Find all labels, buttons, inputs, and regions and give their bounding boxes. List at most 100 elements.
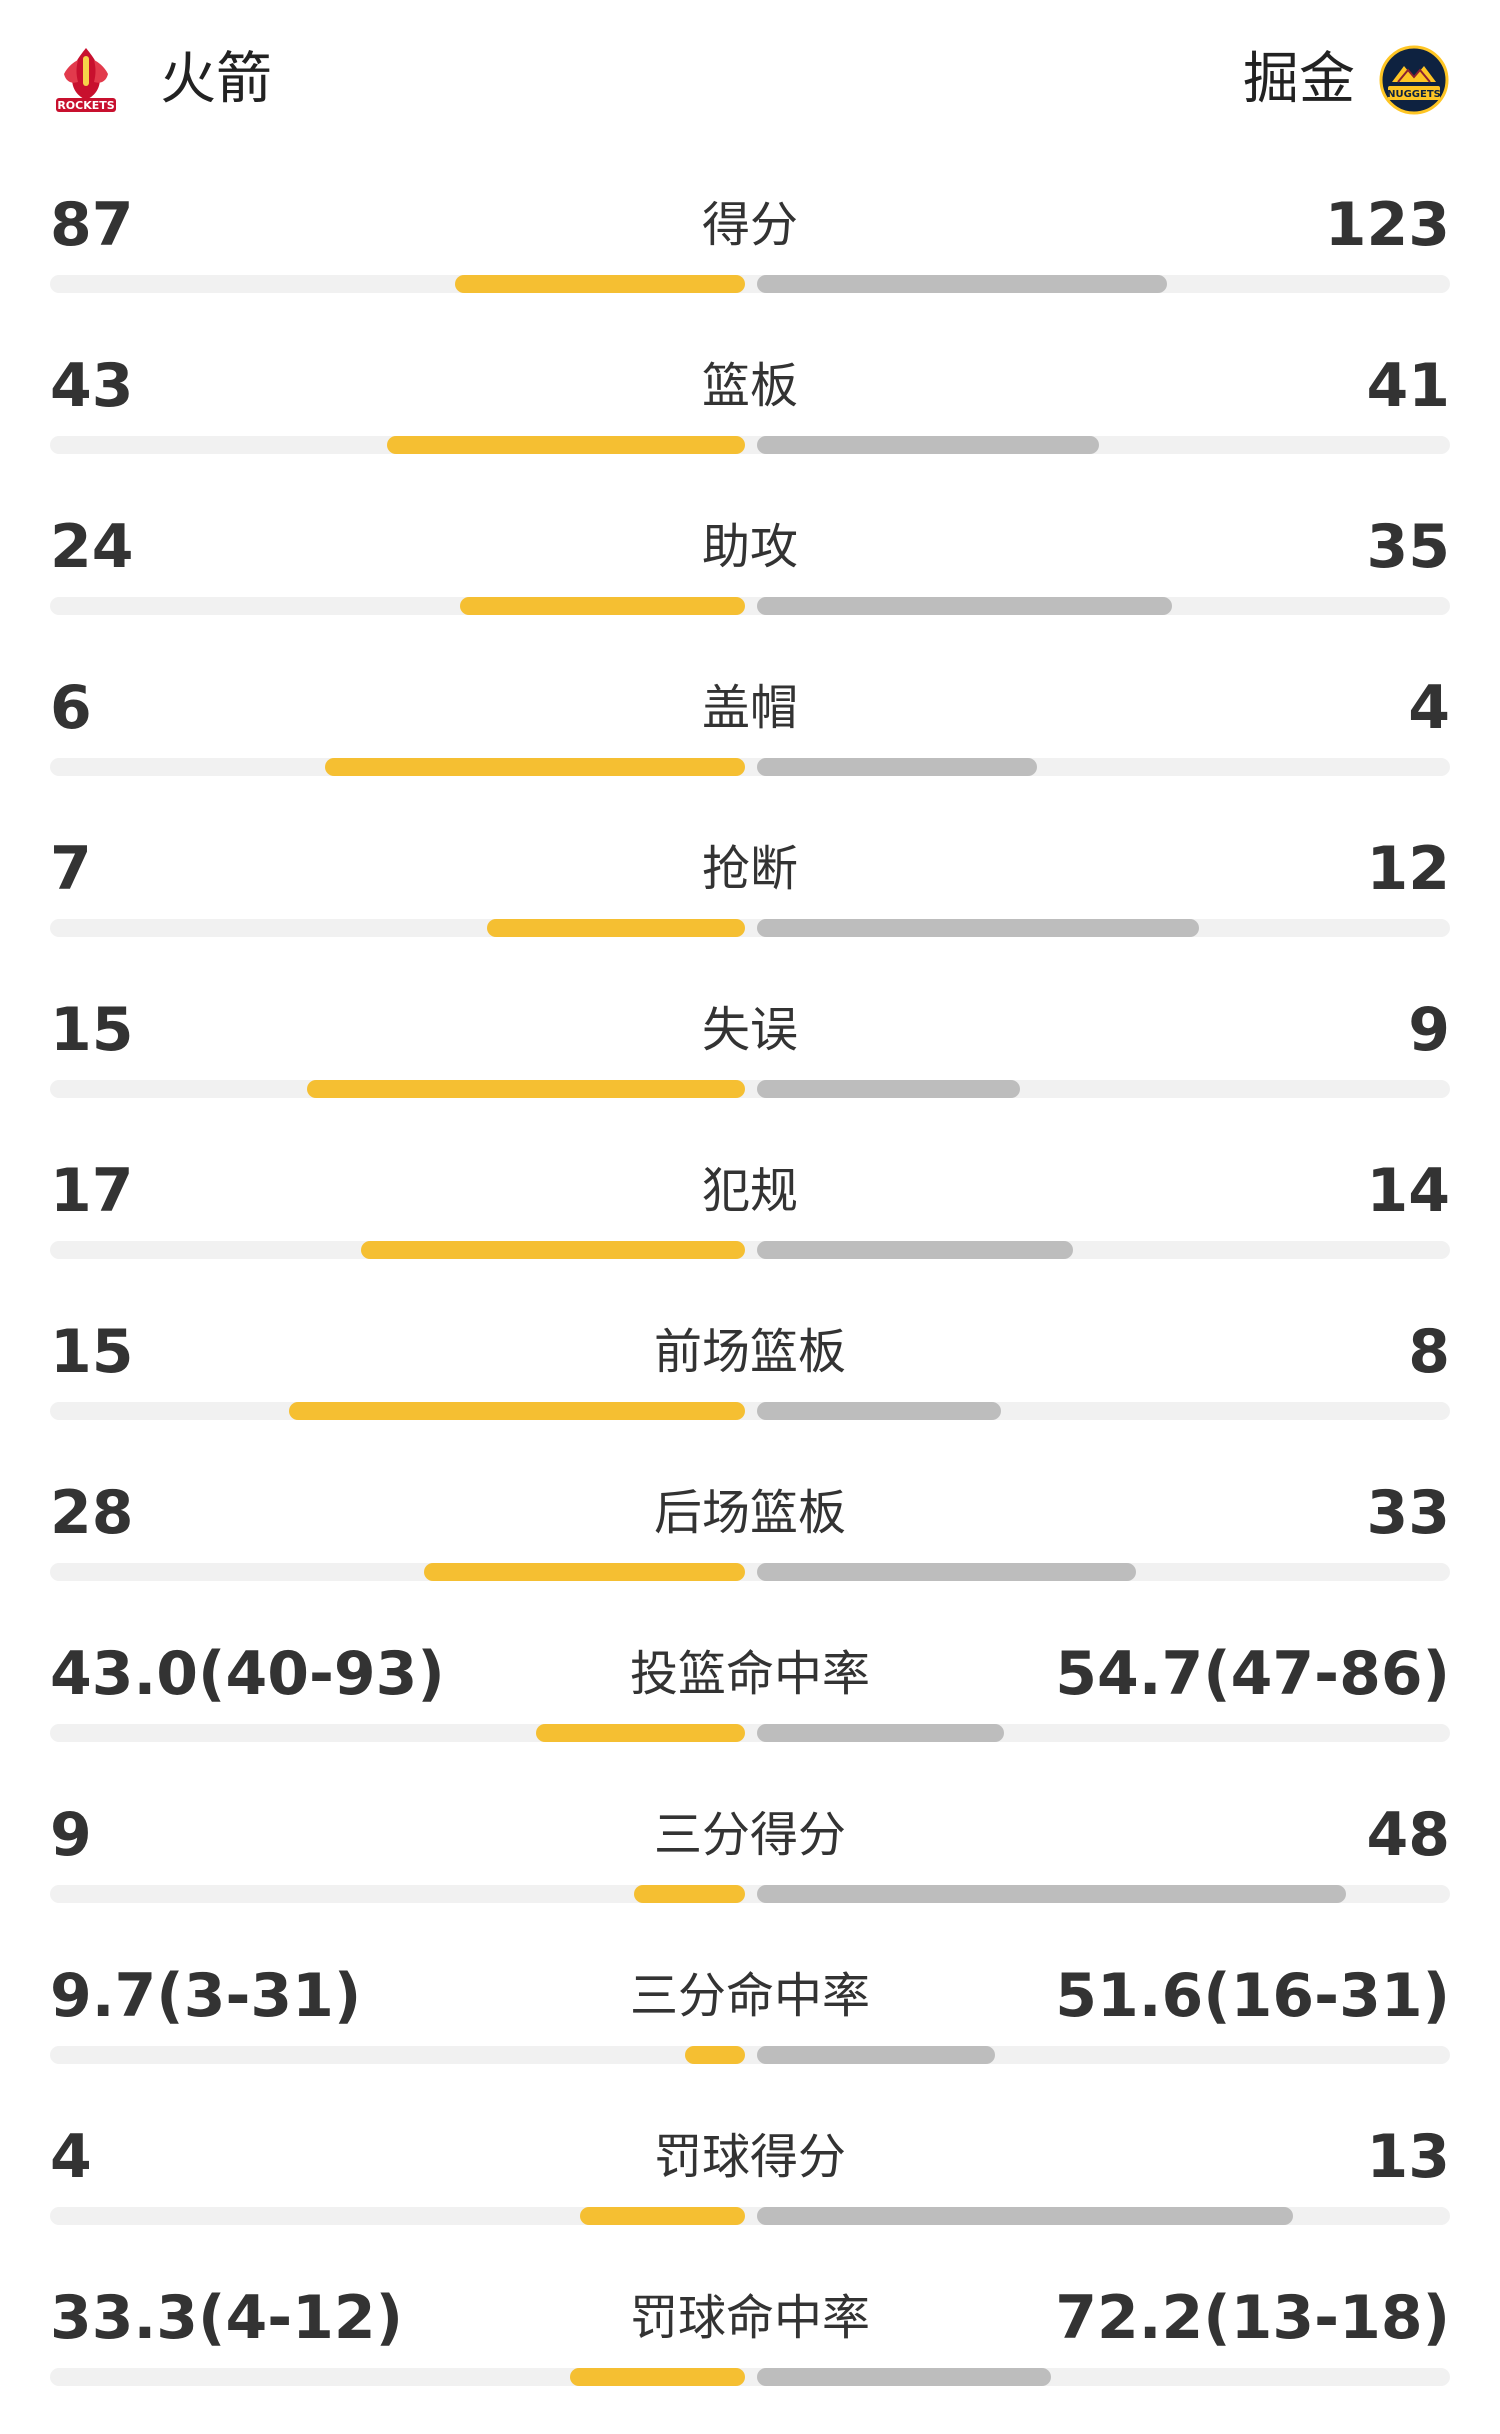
stat-label: 罚球命中率 xyxy=(629,2290,870,2346)
stat-bar-track xyxy=(50,1402,1450,1420)
stat-row: 6 盖帽 4 xyxy=(0,663,1500,824)
away-stat-value: 48 xyxy=(1366,1800,1451,1870)
home-stat-value: 7 xyxy=(50,834,92,904)
home-stat-value: 6 xyxy=(50,673,92,743)
stat-label: 助攻 xyxy=(701,519,798,575)
away-stat-bar xyxy=(757,1724,1004,1742)
home-stat-bar xyxy=(460,597,745,615)
home-stat-bar xyxy=(570,2368,745,2386)
home-stat-bar xyxy=(634,1885,745,1903)
svg-text:ROCKETS: ROCKETS xyxy=(57,99,114,112)
home-stat-value: 24 xyxy=(50,512,134,582)
stat-row: 87 得分 123 xyxy=(0,180,1500,341)
nuggets-logo-icon: NUGGETS xyxy=(1379,45,1449,115)
stat-bar-track xyxy=(50,2046,1450,2064)
stat-bar-track xyxy=(50,1563,1450,1581)
away-stat-bar xyxy=(757,597,1172,615)
home-stat-value: 9.7(3-31) xyxy=(50,1961,362,2031)
home-stat-bar xyxy=(387,436,745,454)
home-stat-value: 17 xyxy=(50,1156,134,1226)
stat-row: 24 助攻 35 xyxy=(0,502,1500,663)
stat-row: 28 后场篮板 33 xyxy=(0,1468,1500,1629)
home-stat-value: 43 xyxy=(50,351,134,421)
stat-row: 7 抢断 12 xyxy=(0,824,1500,985)
away-stat-bar xyxy=(757,1402,1001,1420)
away-stat-bar xyxy=(757,275,1167,293)
home-stat-value: 9 xyxy=(50,1800,92,1870)
away-stat-bar xyxy=(757,919,1199,937)
home-stat-bar xyxy=(455,275,745,293)
stat-label: 篮板 xyxy=(701,358,798,414)
home-stat-value: 15 xyxy=(50,1317,134,1387)
away-stat-value: 4 xyxy=(1408,673,1450,743)
away-stat-value: 9 xyxy=(1408,995,1450,1065)
away-stat-value: 54.7(47-86) xyxy=(1055,1639,1450,1709)
home-stat-bar xyxy=(536,1724,745,1742)
home-stat-bar xyxy=(487,919,745,937)
stat-row: 9.7(3-31) 三分命中率 51.6(16-31) xyxy=(0,1951,1500,2112)
home-stat-bar xyxy=(325,758,745,776)
stat-label: 失误 xyxy=(701,1002,798,1058)
rockets-logo-icon: ROCKETS xyxy=(56,48,116,112)
stat-label: 前场篮板 xyxy=(653,1324,846,1380)
stat-row: 15 失误 9 xyxy=(0,985,1500,1146)
home-stat-value: 15 xyxy=(50,995,134,1065)
stat-row: 43.0(40-93) 投篮命中率 54.7(47-86) xyxy=(0,1629,1500,1790)
away-stat-value: 8 xyxy=(1408,1317,1450,1387)
stat-label: 抢断 xyxy=(701,841,798,897)
away-stat-bar xyxy=(757,1885,1346,1903)
away-stat-value: 123 xyxy=(1324,190,1450,260)
stat-row: 15 前场篮板 8 xyxy=(0,1307,1500,1468)
away-stat-value: 41 xyxy=(1366,351,1451,421)
away-stat-value: 35 xyxy=(1366,512,1451,582)
away-stat-bar xyxy=(757,2046,995,2064)
stat-row: 4 罚球得分 13 xyxy=(0,2112,1500,2273)
stat-label: 犯规 xyxy=(701,1163,798,1219)
stat-label: 罚球得分 xyxy=(653,2129,846,2185)
stat-label: 三分命中率 xyxy=(629,1968,870,2024)
stat-label: 三分得分 xyxy=(653,1807,846,1863)
stat-label: 得分 xyxy=(701,197,798,253)
home-stat-bar xyxy=(580,2207,745,2225)
stat-bar-track xyxy=(50,758,1450,776)
away-stat-value: 12 xyxy=(1366,834,1451,904)
home-stat-value: 43.0(40-93) xyxy=(50,1639,445,1709)
stat-label: 投篮命中率 xyxy=(629,1646,870,1702)
away-stat-bar xyxy=(757,758,1037,776)
away-stat-value: 51.6(16-31) xyxy=(1055,1961,1450,2031)
stat-bar-track xyxy=(50,2368,1450,2386)
stat-bar-track xyxy=(50,275,1450,293)
stat-label: 盖帽 xyxy=(701,680,798,736)
away-stat-bar xyxy=(757,436,1099,454)
stat-bar-track xyxy=(50,1724,1450,1742)
stat-row: 43 篮板 41 xyxy=(0,341,1500,502)
stats-comparison-list: 87 得分 123 43 篮板 41 24 助攻 35 6 盖帽 4 7 抢断 12 15 失误 9 17 犯规 14 1… xyxy=(0,180,1500,2434)
away-stat-value: 72.2(13-18) xyxy=(1055,2283,1450,2353)
away-team-name: 掘金 xyxy=(1243,47,1355,112)
home-stat-value: 87 xyxy=(50,190,134,260)
home-stat-bar xyxy=(361,1241,745,1259)
away-stat-bar xyxy=(757,1563,1136,1581)
home-team-name: 火箭 xyxy=(160,47,272,112)
home-stat-value: 4 xyxy=(50,2122,92,2192)
away-stat-value: 14 xyxy=(1366,1156,1451,1226)
away-stat-value: 13 xyxy=(1366,2122,1451,2192)
stat-bar-track xyxy=(50,919,1450,937)
home-stat-bar xyxy=(424,1563,745,1581)
home-stat-value: 28 xyxy=(50,1478,134,1548)
stat-bar-track xyxy=(50,1080,1450,1098)
home-stat-bar xyxy=(685,2046,745,2064)
stat-bar-track xyxy=(50,597,1450,615)
stat-row: 9 三分得分 48 xyxy=(0,1790,1500,1951)
team-header: ROCKETS 火箭 掘金 NUGGETS xyxy=(0,0,1500,160)
away-stat-bar xyxy=(757,2207,1293,2225)
stat-bar-track xyxy=(50,436,1450,454)
stat-row: 33.3(4-12) 罚球命中率 72.2(13-18) xyxy=(0,2273,1500,2434)
stat-label: 后场篮板 xyxy=(653,1485,846,1541)
home-stat-bar xyxy=(289,1402,745,1420)
away-stat-bar xyxy=(757,2368,1051,2386)
svg-text:NUGGETS: NUGGETS xyxy=(1387,89,1441,100)
stat-bar-track xyxy=(50,1241,1450,1259)
away-stat-bar xyxy=(757,1080,1020,1098)
home-stat-bar xyxy=(307,1080,745,1098)
